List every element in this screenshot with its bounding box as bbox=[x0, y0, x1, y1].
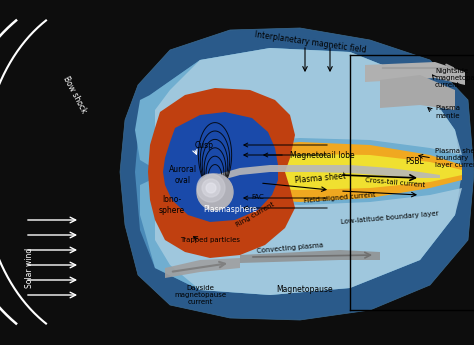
Polygon shape bbox=[215, 165, 440, 182]
Text: Low-latitude boundary layer: Low-latitude boundary layer bbox=[341, 211, 439, 225]
Text: Cusp: Cusp bbox=[195, 140, 214, 149]
Circle shape bbox=[202, 179, 220, 197]
Text: Bow shock: Bow shock bbox=[62, 75, 89, 115]
Text: Field-aligned current: Field-aligned current bbox=[304, 192, 376, 204]
Text: Plasma sheet: Plasma sheet bbox=[294, 171, 346, 185]
Text: Magnetopause: Magnetopause bbox=[277, 286, 333, 295]
Text: Plasma sheet
boundary
layer current: Plasma sheet boundary layer current bbox=[435, 148, 474, 168]
Polygon shape bbox=[155, 183, 462, 295]
Polygon shape bbox=[240, 250, 380, 263]
Text: Trapped particles: Trapped particles bbox=[180, 237, 240, 243]
Polygon shape bbox=[120, 28, 474, 320]
Polygon shape bbox=[155, 48, 462, 172]
Text: Iono-
sphere: Iono- sphere bbox=[159, 195, 185, 215]
Polygon shape bbox=[205, 142, 462, 202]
Text: PSBL: PSBL bbox=[406, 158, 424, 167]
Circle shape bbox=[197, 174, 225, 202]
Text: Interplanetary magnetic field: Interplanetary magnetic field bbox=[254, 30, 366, 54]
Polygon shape bbox=[135, 48, 462, 295]
Polygon shape bbox=[165, 258, 240, 278]
Polygon shape bbox=[148, 88, 295, 258]
Polygon shape bbox=[135, 48, 462, 175]
Text: Dayside
magnetopause
current: Dayside magnetopause current bbox=[174, 285, 226, 305]
Text: Ring current: Ring current bbox=[235, 201, 275, 228]
Polygon shape bbox=[210, 154, 462, 190]
Text: FAC: FAC bbox=[252, 194, 264, 200]
Polygon shape bbox=[140, 172, 462, 295]
Text: Cross-tail current: Cross-tail current bbox=[365, 177, 425, 189]
Text: Auroral
oval: Auroral oval bbox=[169, 165, 197, 185]
Polygon shape bbox=[163, 112, 278, 222]
Polygon shape bbox=[365, 62, 465, 85]
Text: Plasmasphere: Plasmasphere bbox=[203, 206, 257, 215]
Text: Magnetotail lobe: Magnetotail lobe bbox=[290, 150, 355, 159]
Text: Convecting plasma: Convecting plasma bbox=[256, 242, 324, 254]
Text: Solar wind: Solar wind bbox=[26, 248, 35, 288]
Text: Nightside
magnetopause
current: Nightside magnetopause current bbox=[435, 68, 474, 88]
Circle shape bbox=[197, 174, 233, 210]
Circle shape bbox=[206, 183, 216, 193]
Text: Plasma
mantle: Plasma mantle bbox=[435, 106, 460, 118]
Polygon shape bbox=[380, 75, 455, 110]
